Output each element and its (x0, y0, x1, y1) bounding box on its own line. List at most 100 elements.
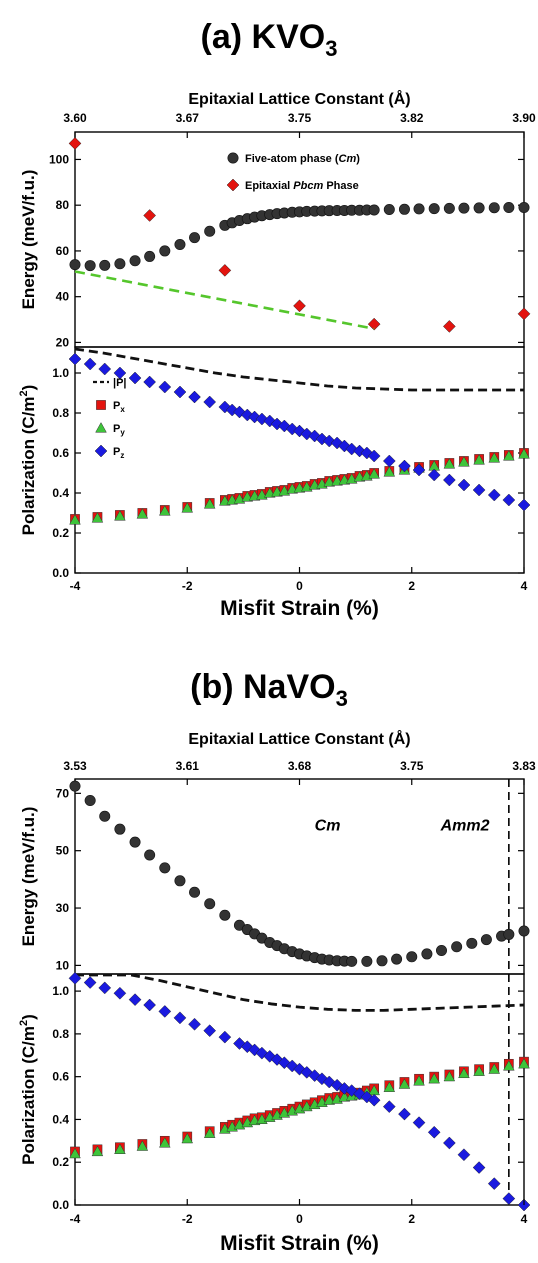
top-tick-label: 3.60 (63, 111, 87, 125)
energy-point (421, 948, 433, 960)
energy-point (68, 137, 82, 150)
py-point (488, 1063, 501, 1074)
energy-point (367, 317, 381, 331)
py-point (136, 508, 149, 519)
py-point (158, 1137, 171, 1148)
phase-annotation: Amm2 (440, 818, 490, 835)
py-point (413, 1075, 425, 1086)
energy-point (443, 320, 456, 333)
pz-point (427, 1125, 441, 1139)
energy-point (517, 307, 531, 321)
py-point (114, 510, 126, 521)
pz-point (427, 468, 441, 482)
energy-point (84, 260, 96, 272)
pz-point (398, 459, 411, 473)
legend-label: Py (113, 423, 125, 437)
polarization-y-tick-label: 1.0 (52, 366, 69, 380)
pz-point (188, 1017, 201, 1031)
pz-point (502, 1192, 516, 1205)
energy-point (443, 202, 455, 214)
top-tick-label: 3.90 (512, 111, 536, 125)
polarization-y-axis-label: Polarization (C/m2) (18, 385, 38, 536)
energy-point (114, 258, 126, 270)
energy-point (218, 264, 232, 277)
pz-point (113, 366, 127, 380)
energy-point (99, 259, 111, 271)
polarization-y-tick-label: 0.0 (52, 566, 69, 580)
energy-point (503, 928, 515, 940)
legend-label: Epitaxial Pbcm Phase (245, 180, 359, 192)
pz-point (487, 1177, 501, 1190)
energy-point (99, 810, 111, 822)
pz-point (412, 463, 426, 477)
py-point (458, 456, 470, 467)
pz-point (502, 493, 516, 507)
top-axis-label: Epitaxial Lattice Constant (Å) (188, 89, 410, 108)
pz-point (203, 1024, 217, 1038)
polarization-y-tick-label: 1.0 (52, 984, 69, 998)
x-tick-label: 2 (408, 579, 415, 593)
x-tick-label: -4 (70, 579, 81, 593)
energy-point (189, 232, 201, 244)
energy-point (144, 849, 156, 861)
x-tick-label: -2 (182, 1212, 193, 1226)
py-point (518, 1057, 530, 1069)
energy-y-tick-label: 70 (56, 786, 70, 800)
py-point (203, 1127, 216, 1138)
pz-point (143, 998, 156, 1012)
polarization-y-tick-label: 0.2 (52, 1155, 69, 1169)
energy-point (458, 202, 470, 214)
pz-point (443, 473, 456, 487)
energy-point (466, 937, 478, 949)
panel-a: (a) KVO3 Epitaxial Lattice Constant (Å) 3.… (18, 18, 536, 620)
py-point (136, 1140, 149, 1151)
energy-point (159, 862, 171, 874)
energy-point (435, 944, 447, 956)
energy-y-tick-label: 10 (56, 958, 70, 972)
energy-point (69, 259, 81, 271)
pz-point (443, 1136, 456, 1150)
energy-y-tick-label: 30 (56, 901, 70, 915)
top-axis-label: Epitaxial Lattice Constant (Å) (188, 729, 410, 748)
polarization-y-axis-label: Polarization (C/m2) (18, 1014, 38, 1165)
pz-point (98, 362, 112, 376)
pz-point (83, 976, 97, 989)
polarization-y-tick-label: 0.4 (52, 486, 69, 500)
energy-y-axis-label: Energy (meV/f.u.) (19, 170, 38, 310)
py-point (91, 1145, 104, 1157)
x-tick-label: 2 (408, 1212, 415, 1226)
x-tick-label: 4 (521, 1212, 528, 1226)
pz-point (398, 1107, 411, 1121)
x-tick-label: -2 (182, 579, 193, 593)
polarization-y-tick-label: 0.2 (52, 526, 69, 540)
py-point (488, 452, 501, 463)
phase-annotation: Cm (315, 818, 341, 835)
pz-point (367, 449, 381, 463)
panel-title: (b) NaVO3 (190, 668, 348, 711)
energy-point (398, 203, 410, 215)
energy-y-tick-label: 50 (56, 844, 70, 858)
legend-marker (227, 152, 239, 164)
py-point (203, 498, 216, 509)
py-point (503, 1060, 515, 1071)
pz-point (472, 483, 486, 497)
pz-point (457, 478, 471, 492)
top-tick-label: 3.83 (512, 759, 536, 773)
py-point (503, 450, 515, 461)
py-point (323, 1094, 336, 1105)
py-point (91, 512, 104, 523)
top-tick-label: 3.75 (288, 111, 312, 125)
pz-point (128, 371, 142, 385)
py-point (398, 1078, 411, 1089)
pz-point (472, 1161, 486, 1174)
energy-point (451, 941, 463, 953)
pz-point (113, 986, 127, 1000)
pz-point (158, 1005, 172, 1018)
polarization-y-tick-label: 0.8 (52, 406, 69, 420)
py-point (181, 502, 194, 513)
py-point (473, 454, 485, 465)
panel-title: (a) KVO3 (201, 18, 338, 61)
polarization-plot-frame (74, 346, 525, 574)
pz-point (128, 993, 142, 1007)
